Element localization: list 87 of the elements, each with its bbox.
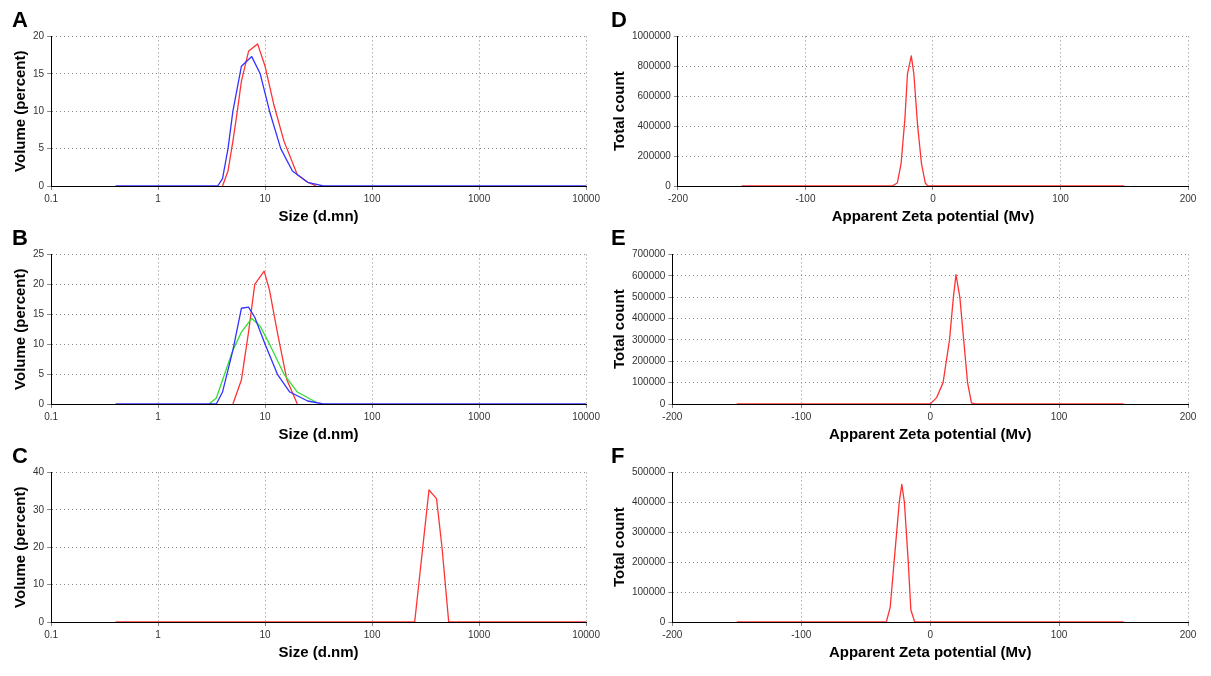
chart-title: F [611, 443, 625, 469]
y-tick-label: 20 [33, 30, 45, 42]
x-tick-label: -100 [791, 628, 812, 640]
y-tick-label: 15 [33, 307, 45, 319]
x-tick-label: 0 [927, 628, 934, 640]
x-tick-label: 10000 [572, 410, 601, 422]
x-axis-title: Apparent Zeta potential (Mv) [828, 643, 1032, 661]
y-tick-label: 10 [33, 104, 45, 116]
y-tick-label: 0 [659, 397, 666, 409]
y-axis-title: Volume (percent) [11, 486, 29, 608]
x-tick-label: 10 [259, 192, 272, 204]
x-axis-title: Size (d.mn) [278, 207, 359, 225]
y-tick-label: 300000 [631, 333, 666, 345]
x-axis-title: Apparent Zeta potential (Mv) [828, 425, 1032, 443]
y-tick-label: 800000 [637, 60, 672, 72]
x-tick-label: 100 [363, 628, 381, 640]
y-tick-label: 400000 [637, 119, 672, 131]
y-axis-title: Total count [610, 289, 628, 370]
x-tick-label: -200 [667, 192, 689, 204]
y-tick-label: 30 [33, 503, 45, 515]
y-tick-label: 10 [33, 337, 45, 349]
y-tick-label: 0 [659, 615, 666, 627]
y-axis-title: Total count [610, 71, 628, 152]
y-tick-label: 700000 [631, 248, 666, 260]
y-tick-label: 0 [38, 615, 45, 627]
x-tick-label: 200 [1179, 192, 1197, 204]
y-tick-label: 400000 [631, 312, 666, 324]
y-tick-label: 500000 [631, 290, 666, 302]
x-tick-label: 100 [1050, 410, 1068, 422]
y-tick-label: 5 [38, 367, 45, 379]
y-tick-label: 600000 [631, 269, 666, 281]
x-tick-label: 10 [259, 410, 272, 422]
y-tick-label: 200000 [631, 555, 666, 567]
x-tick-label: 10 [259, 628, 272, 640]
x-tick-label: -200 [662, 410, 683, 422]
x-axis-title: Size (d.nm) [278, 425, 359, 443]
y-tick-label: 40 [33, 466, 45, 478]
chart-title: C [12, 443, 28, 469]
x-axis-title: Apparent Zeta potential (Mv) [831, 207, 1035, 225]
x-axis-title: Size (d.nm) [278, 643, 359, 661]
x-tick-label: -200 [662, 628, 683, 640]
x-tick-label: 1 [155, 410, 162, 422]
x-tick-label: 1000 [467, 628, 491, 640]
y-tick-label: 20 [33, 540, 45, 552]
y-tick-label: 200000 [637, 149, 672, 161]
y-tick-label: 1000000 [631, 30, 672, 42]
x-tick-label: 200 [1179, 410, 1197, 422]
y-axis-title: Volume (percent) [11, 268, 29, 390]
chart-title: D [611, 7, 627, 33]
y-tick-label: 0 [38, 397, 45, 409]
x-tick-label: 0.1 [44, 192, 59, 204]
y-tick-label: 400000 [631, 496, 666, 508]
y-tick-label: 0 [38, 179, 45, 191]
x-tick-label: 1 [155, 628, 162, 640]
x-tick-label: 0 [927, 410, 934, 422]
x-tick-label: -100 [791, 410, 812, 422]
x-tick-label: 0 [930, 192, 937, 204]
y-tick-label: 500000 [631, 466, 666, 478]
x-tick-label: 10000 [572, 628, 601, 640]
y-axis-title: Volume (percent) [11, 50, 29, 172]
y-tick-label: 0 [665, 179, 672, 191]
y-tick-label: 100000 [631, 376, 666, 388]
x-tick-label: 1000 [467, 410, 491, 422]
y-tick-label: 15 [33, 67, 45, 79]
x-tick-label: -100 [795, 192, 816, 204]
chart-title: E [611, 225, 626, 251]
x-tick-label: 100 [1050, 628, 1068, 640]
x-tick-label: 1000 [467, 192, 491, 204]
y-axis-title: Total count [610, 507, 628, 588]
x-tick-label: 1 [155, 192, 162, 204]
y-tick-label: 20 [33, 278, 45, 290]
chart-title: B [12, 225, 28, 251]
y-tick-label: 10 [33, 578, 45, 590]
y-tick-label: 100000 [631, 585, 666, 597]
y-tick-label: 200000 [631, 355, 666, 367]
y-tick-label: 5 [38, 142, 45, 154]
x-tick-label: 100 [363, 410, 381, 422]
x-tick-label: 100 [1052, 192, 1070, 204]
chart-title: A [12, 7, 28, 33]
y-tick-label: 600000 [637, 89, 672, 101]
x-tick-label: 0.1 [44, 628, 59, 640]
y-tick-label: 25 [33, 248, 45, 260]
x-tick-label: 200 [1179, 628, 1197, 640]
x-tick-label: 100 [363, 192, 381, 204]
x-tick-label: 0.1 [44, 410, 59, 422]
y-tick-label: 300000 [631, 525, 666, 537]
x-tick-label: 10000 [572, 192, 601, 204]
